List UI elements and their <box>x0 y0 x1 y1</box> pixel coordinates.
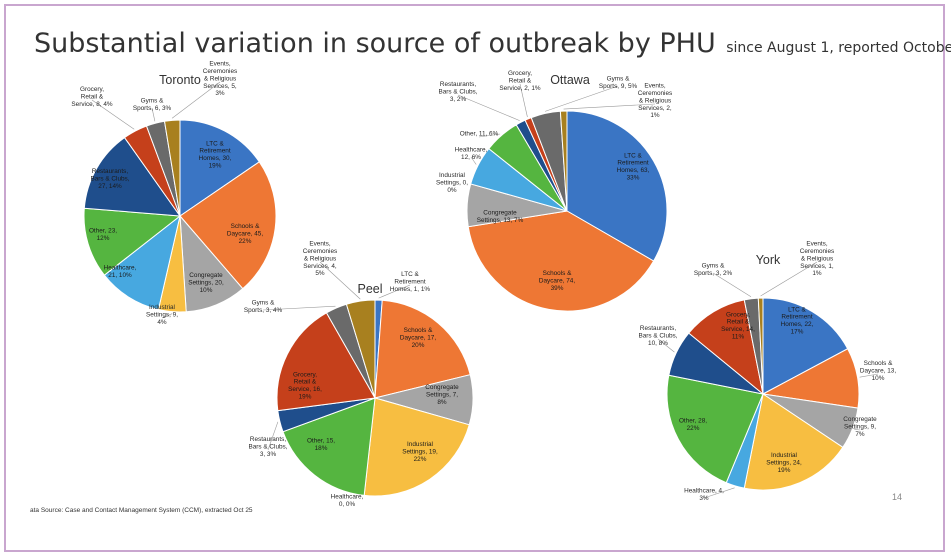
data-label-ltc-and-retirement-homes: LTC & Retirement Homes, 22, 17% <box>781 306 814 335</box>
leader-line <box>470 156 477 165</box>
data-label-restaurants-bars-and-clubs: Restaurants, Bars & Clubs, 3, 3% <box>248 436 287 458</box>
data-label-gyms-and-sports: Gyms & Sports, 6, 3% <box>133 98 172 112</box>
data-label-grocery-retail-and-service: Grocery, Retail & Service, 8, 4% <box>71 86 113 108</box>
leader-line <box>319 261 361 300</box>
data-label-gyms-and-sports: Gyms & Sports, 3, 2% <box>694 263 733 277</box>
data-label-congregate-settings: Congregate Settings, 9, 7% <box>843 416 877 438</box>
leader-line <box>859 373 879 378</box>
data-label-schools-and-daycare: Schools & Daycare, 17, 20% <box>400 327 436 349</box>
data-label-ltc-and-retirement-homes: LTC & Retirement Homes, 30, 19% <box>199 140 232 169</box>
data-label-congregate-settings: Congregate Settings, 20, 10% <box>188 272 224 294</box>
pie-slice-grocery-retail-and-service <box>276 312 376 412</box>
data-label-restaurants-bars-and-clubs: Restaurants, Bars & Clubs, 27, 14% <box>90 168 129 190</box>
leader-line <box>161 313 173 319</box>
data-label-healthcare: Healthcare, 0, 0% <box>331 494 364 508</box>
data-label-gyms-and-sports: Gyms & Sports, 3, 4% <box>244 300 283 314</box>
data-source-note: ata Source: Case and Contact Management … <box>30 507 253 514</box>
pie-slice-events-ceremonies-and-religious-services <box>163 119 181 217</box>
data-label-other: Other, 23, 12% <box>89 228 117 242</box>
leader-line <box>478 133 501 138</box>
pie-slice-ltc-and-retirement-homes <box>566 110 668 262</box>
data-label-congregate-settings: Congregate Settings, 7, 8% <box>425 384 459 406</box>
data-label-other: Other, 28, 22% <box>679 418 707 432</box>
data-label-gyms-and-sports: Gyms & Sports, 9, 5% <box>599 76 638 90</box>
pie-chart-toronto: Toronto LTC & Retirement Homes, 30, 19% Schoo… <box>71 61 277 326</box>
pie-slice-industrial-settings <box>363 397 470 497</box>
data-label-events-ceremonies-and-religious-services: Events, Ceremonies & Religious Services, 2,… <box>638 83 672 120</box>
pie-slice-other <box>282 397 376 496</box>
slide-title: Substantial variation in source of outbr… <box>34 28 951 59</box>
leader-line <box>457 94 520 121</box>
leader-line <box>545 85 619 112</box>
data-label-industrial-settings: Industrial Settings, 9, 4% <box>146 304 178 326</box>
leader-line <box>267 421 279 451</box>
pie-slice-industrial-settings <box>743 393 844 491</box>
leader-line <box>171 81 221 119</box>
slide-title-main: Substantial variation in source of outbr… <box>34 28 716 59</box>
data-label-ltc-and-retirement-homes: LTC & Retirement Homes, 63, 33% <box>617 152 650 181</box>
pie-chart-ottawa: Ottawa LTC & Retirement Homes, 63, 33% School… <box>436 70 672 312</box>
data-label-schools-and-daycare: Schools & Daycare, 13, 10% <box>860 360 896 382</box>
data-label-other: Other, 15, 18% <box>307 438 335 452</box>
data-label-grocery-retail-and-service: Grocery, Retail & Service, 2, 1% <box>499 70 541 92</box>
data-label-ltc-and-retirement-homes: LTC & Retirement Homes, 1, 1% <box>390 271 430 293</box>
data-label-restaurants-bars-and-clubs: Restaurants, Bars & Clubs, 10, 8% <box>638 325 677 347</box>
leader-line <box>760 261 818 297</box>
data-label-healthcare: Healthcare, 21, 10% <box>104 265 137 279</box>
pie-slice-restaurants-bars-and-clubs <box>83 136 182 217</box>
data-label-schools-and-daycare: Schools & Daycare, 74, 39% <box>539 270 575 292</box>
data-label-healthcare: Healthcare, 4, 3% <box>684 488 724 502</box>
slide-subtitle: since August 1, reported October 24 <box>726 40 951 56</box>
pie-chart-york: York LTC & Retirement Homes, 22, 17% Schools … <box>638 241 896 503</box>
pie-slice-other <box>83 207 182 276</box>
data-label-other: Other, 11, 6% <box>460 130 499 137</box>
pie-slice-other <box>666 374 764 484</box>
data-label-healthcare: Healthcare, 12, 6% <box>455 147 488 161</box>
leader-line <box>703 487 735 499</box>
pie-slice-events-ceremonies-and-religious-services <box>757 297 764 395</box>
leader-line <box>151 107 156 122</box>
data-label-grocery-retail-and-service: Grocery, Retail & Service, 16, 19% <box>288 371 322 400</box>
data-label-industrial-settings: Industrial Settings, 19, 22% <box>402 441 438 463</box>
pie-slice-schools-and-daycare <box>467 210 655 312</box>
data-label-events-ceremonies-and-religious-services: Events, Ceremonies & Religious Services, 5,… <box>203 61 237 98</box>
data-label-schools-and-daycare: Schools & Daycare, 45, 22% <box>227 223 263 245</box>
leader-line <box>378 284 411 299</box>
data-label-congregate-settings: Congregate Settings, 13, 7% <box>477 210 524 224</box>
page-number: 14 <box>892 492 903 502</box>
data-label-grocery-retail-and-service: Grocery, Retail & Service, 14, 11% <box>721 311 755 340</box>
leader-line <box>519 83 528 118</box>
pie-slice-schools-and-daycare <box>179 161 277 290</box>
pie-slice-grocery-retail-and-service <box>688 299 764 396</box>
pie-slice-events-ceremonies-and-religious-services <box>345 299 376 399</box>
data-label-events-ceremonies-and-religious-services: Events, Ceremonies & Religious Services, 1,… <box>800 241 834 278</box>
pie-title-york: York <box>756 253 781 267</box>
pie-title-ottawa: Ottawa <box>550 73 590 87</box>
pie-title-toronto: Toronto <box>159 73 201 87</box>
leader-line <box>657 338 675 353</box>
pie-slice-events-ceremonies-and-religious-services <box>559 110 568 212</box>
pie-chart-peel: Peel LTC & Retirement Homes, 1, 1% Schools &… <box>244 241 474 508</box>
data-label-industrial-settings: Industrial Settings, 0, 0% <box>436 172 468 194</box>
data-label-restaurants-bars-and-clubs: Restaurants, Bars & Clubs, 3, 2% <box>438 81 477 103</box>
pie-slice-ltc-and-retirement-homes <box>762 297 849 395</box>
leader-line <box>712 272 752 297</box>
pie-slice-schools-and-daycare <box>374 299 471 399</box>
pie-slice-ltc-and-retirement-homes <box>179 119 260 217</box>
pie-title-peel: Peel <box>357 282 382 296</box>
leader-line <box>91 99 135 130</box>
leader-line <box>262 305 336 311</box>
leader-line <box>854 429 861 431</box>
data-label-events-ceremonies-and-religious-services: Events, Ceremonies & Religious Services, 4,… <box>303 241 337 278</box>
data-label-industrial-settings: Industrial Settings, 24, 19% <box>766 452 802 474</box>
leader-line <box>563 103 656 110</box>
